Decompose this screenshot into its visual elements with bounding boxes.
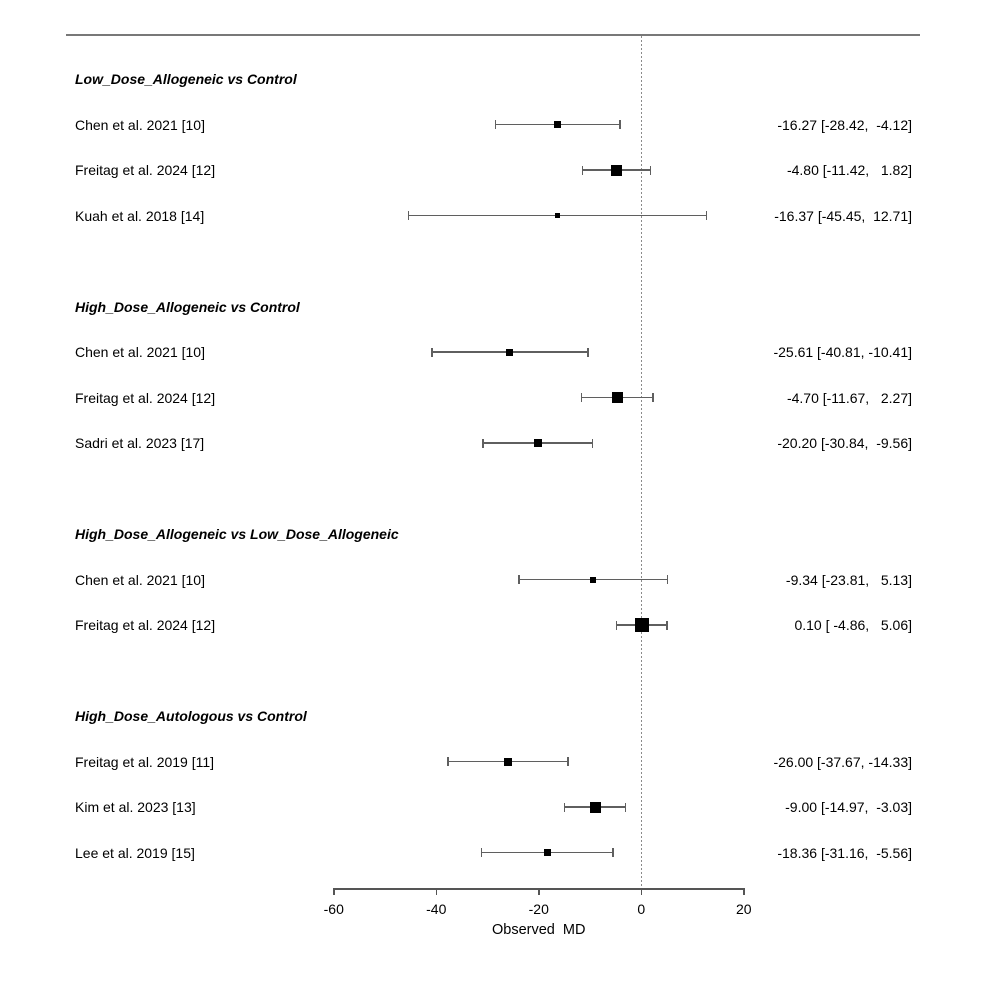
x-axis-tick-label: -20 [528,901,549,917]
ci-cap-right [567,757,569,766]
x-axis-tick [743,888,745,895]
annotation: -26.00 [-37.67, -14.33] [773,753,912,770]
effect-marker [533,439,542,447]
annotation: -4.80 [-11.42, 1.82] [783,162,912,178]
ci-cap-right [652,393,654,402]
effect-marker [504,757,512,766]
effect-marker [634,618,649,632]
annotation: -16.37 [-45.45, 12.71] [774,207,912,224]
ci-cap-left [480,848,483,857]
x-axis-tick-label: 0 [637,901,646,917]
group-header: High_Dose_Allogeneic vs Low_Dose_Allogen… [75,526,399,542]
x-axis-title: Observed MD [492,922,586,938]
study-label: Chen et al. 2021 [10] [75,571,205,588]
effect-marker [554,121,562,128]
study-label: Sadri et al. 2023 [17] [75,435,205,451]
study-label: Freitag et al. 2024 [12] [75,389,216,406]
ci-cap-left [407,211,410,220]
ci-cap-right [612,848,614,857]
effect-marker [543,849,551,856]
ci-cap-right [619,120,621,129]
annotation: 0.10 [ -4.86, 5.06] [786,617,912,633]
annotation: -9.00 [-14.97, -3.03] [781,799,912,815]
ci-cap-left [494,120,497,129]
annotation: -4.70 [-11.67, 2.27] [783,389,912,406]
effect-marker [506,348,514,356]
x-axis-tick [333,888,335,895]
study-label: Freitag et al. 2024 [12] [75,162,216,178]
x-axis-tick-label: -40 [426,901,447,917]
annotation: -9.34 [-23.81, 5.13] [782,571,912,588]
zero-reference-line [640,36,642,888]
ci-cap-left [518,575,520,584]
ci-cap-right [649,165,652,175]
top-rule [66,34,920,36]
x-axis-tick-label: 20 [735,901,752,917]
effect-marker [554,213,560,218]
annotation: -20.20 [-30.84, -9.56] [777,435,912,451]
study-label: Lee et al. 2019 [15] [75,844,195,861]
study-label: Kim et al. 2023 [13] [75,799,196,815]
ci-cap-right [587,347,589,357]
group-header: High_Dose_Autologous vs Control [75,708,307,724]
effect-marker [589,801,601,813]
effect-marker [611,392,623,403]
ci-cap-left [563,802,566,812]
annotation: -18.36 [-31.16, -5.56] [777,844,912,861]
ci-cap-left [482,438,484,448]
x-axis-tick-label: -60 [323,901,344,917]
ci-cap-left [581,165,584,175]
ci-cap-left [580,393,583,402]
study-label: Chen et al. 2021 [10] [75,116,205,133]
annotation: -25.61 [-40.81, -10.41] [773,344,912,360]
ci-cap-left [615,620,618,630]
effect-marker [590,576,597,583]
ci-cap-right [591,438,593,448]
annotation: -16.27 [-28.42, -4.12] [777,116,912,133]
study-label: Freitag et al. 2019 [11] [75,753,215,770]
ci-cap-left [431,347,433,357]
group-header: High_Dose_Allogeneic vs Control [75,298,300,315]
ci-cap-right [624,802,627,812]
study-label: Kuah et al. 2018 [14] [75,207,205,224]
x-axis-tick [435,888,437,895]
ci-cap-right [666,620,668,630]
group-header: Low_Dose_Allogeneic vs Control [75,71,297,87]
study-label: Chen et al. 2021 [10] [75,344,205,360]
x-axis-tick [538,888,540,895]
ci-cap-left [447,757,449,766]
ci-cap-right [705,211,708,220]
effect-marker [611,164,623,176]
study-label: Freitag et al. 2024 [12] [75,617,216,633]
ci-cap-right [666,575,669,584]
x-axis-tick [640,888,642,895]
